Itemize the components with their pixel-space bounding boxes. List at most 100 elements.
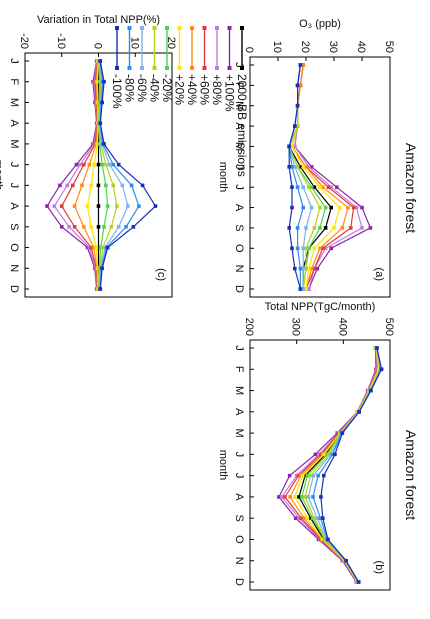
x-tick-label: O — [233, 535, 245, 544]
data-point — [287, 144, 291, 149]
x-tick-label: J — [8, 58, 20, 64]
data-point — [312, 226, 317, 230]
series-line — [61, 60, 98, 290]
data-point — [315, 266, 319, 271]
data-point — [293, 144, 297, 149]
y-tick-label: 40 — [355, 41, 367, 53]
legend-marker — [127, 26, 132, 30]
data-point — [306, 495, 311, 499]
data-point — [360, 226, 364, 230]
data-point — [340, 431, 345, 435]
x-tick-label: D — [233, 578, 245, 586]
data-point — [111, 183, 115, 188]
data-point — [131, 225, 136, 229]
data-point — [320, 185, 325, 189]
data-point — [332, 226, 336, 230]
data-point — [82, 225, 86, 229]
series-line — [288, 64, 301, 290]
data-point — [301, 185, 305, 189]
legend-marker — [152, 66, 157, 70]
data-point — [277, 495, 281, 499]
legend-marker — [240, 66, 244, 70]
data-point — [351, 205, 356, 210]
data-point — [312, 516, 317, 520]
data-point — [357, 410, 361, 414]
legend-marker — [215, 26, 219, 30]
legend-marker — [190, 66, 194, 70]
x-axis-label: month — [217, 450, 229, 481]
data-point — [288, 495, 292, 499]
data-point — [290, 185, 294, 189]
x-axis-label: month — [0, 160, 4, 191]
data-point — [369, 388, 373, 393]
x-tick-label: J — [233, 452, 245, 458]
x-tick-label: A — [8, 120, 20, 128]
data-point — [320, 516, 325, 520]
data-point — [293, 165, 297, 169]
legend-marker — [140, 26, 144, 30]
x-tick-label: M — [233, 429, 245, 438]
data-point — [283, 495, 287, 499]
data-point — [304, 226, 308, 230]
data-point — [109, 225, 114, 229]
x-tick-label: S — [8, 223, 20, 230]
data-point — [300, 473, 305, 478]
data-point — [318, 226, 322, 230]
x-tick-label: J — [233, 473, 245, 479]
data-point — [319, 495, 323, 499]
series-line — [99, 60, 157, 290]
legend: 2000 BB emissions+100%+80%+60%+40%+20%-2… — [110, 26, 249, 177]
data-point — [72, 225, 77, 229]
data-point — [344, 558, 348, 563]
data-point — [309, 165, 314, 169]
data-point — [126, 204, 130, 208]
legend-label: -40% — [148, 74, 162, 102]
data-point — [287, 473, 292, 478]
data-point — [111, 162, 115, 167]
data-point — [78, 162, 82, 167]
data-point — [301, 205, 305, 210]
data-point — [326, 537, 330, 542]
x-tick-label: N — [233, 557, 245, 565]
data-point — [96, 183, 101, 188]
legend-label: +40% — [185, 74, 199, 105]
data-point — [303, 495, 307, 499]
legend-label: +60% — [198, 74, 212, 105]
data-point — [102, 225, 106, 229]
data-point — [333, 452, 337, 457]
y-tick-label: 20 — [299, 41, 311, 53]
y-tick-label: 500 — [383, 318, 395, 336]
data-point — [100, 100, 104, 105]
data-point — [279, 495, 284, 499]
data-point — [298, 83, 303, 88]
x-tick-label: O — [233, 244, 245, 253]
data-point — [295, 83, 300, 88]
data-point — [104, 162, 108, 167]
legend-label: +100% — [223, 74, 237, 112]
x-tick-label: A — [8, 202, 20, 210]
data-point — [299, 495, 304, 499]
data-point — [375, 346, 379, 350]
data-point — [309, 266, 314, 271]
data-point — [100, 266, 104, 271]
data-point — [337, 205, 342, 210]
legend-marker — [165, 26, 169, 30]
legend-marker — [227, 66, 232, 70]
x-tick-label: J — [8, 183, 20, 189]
series-line — [73, 60, 99, 290]
legend-marker — [152, 26, 157, 30]
data-point — [67, 225, 71, 229]
data-point — [301, 287, 305, 291]
data-point — [58, 183, 62, 188]
data-point — [140, 183, 145, 188]
data-point — [295, 165, 300, 169]
data-point — [102, 142, 106, 146]
data-point — [308, 473, 313, 478]
plot-frame — [249, 339, 391, 591]
data-point — [74, 162, 79, 167]
data-point — [348, 226, 353, 230]
data-point — [137, 204, 141, 208]
panel-c: -20 -10 0 10 20 J F M A M J J A S O N D Variation in Tota… — [0, 14, 177, 298]
x-tick-label: D — [8, 285, 20, 293]
